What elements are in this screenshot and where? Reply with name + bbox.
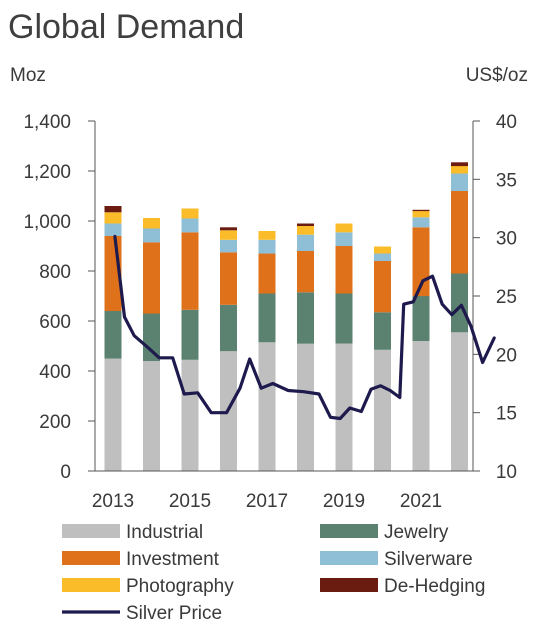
legend-label-photography: Photography — [126, 576, 234, 597]
left-tick-label: 1,400 — [23, 112, 71, 133]
bar-investment-2019 — [335, 246, 353, 294]
bar-industrial-2022 — [451, 332, 468, 472]
legend: Industrial Jewelry Investment Silverware Pho… — [62, 522, 485, 624]
bar-de-hedging-2018 — [297, 223, 314, 226]
legend-label-industrial: Industrial — [126, 522, 203, 543]
legend-label-silver-price: Silver Price — [126, 603, 222, 624]
bar-photography-2022 — [451, 166, 468, 174]
right-tick-label: 40 — [496, 112, 517, 133]
bar-photography-2018 — [297, 226, 314, 235]
right-axis-unit: US$/oz — [466, 65, 528, 86]
bar-silverware-2014 — [143, 228, 160, 243]
bar-jewelry-2014 — [143, 313, 160, 361]
bar-de-hedging-2016 — [220, 227, 237, 231]
bar-industrial-2017 — [258, 342, 276, 472]
bar-silverware-2013 — [104, 223, 122, 236]
right-tick-label: 20 — [496, 345, 517, 366]
x-tick-label: 2019 — [323, 491, 365, 512]
x-axis: 2013 2015 2017 2019 2021 — [92, 470, 473, 512]
bar-photography-2014 — [143, 218, 160, 229]
bar-industrial-2020 — [374, 349, 391, 472]
bar-industrial-2019 — [335, 343, 353, 471]
left-tick-label: 400 — [39, 362, 71, 383]
bar-industrial-2013 — [104, 358, 122, 471]
bar-silverware-2018 — [297, 234, 314, 251]
left-tick-label: 800 — [39, 262, 71, 283]
bar-silverware-2015 — [181, 218, 199, 233]
bar-photography-2017 — [258, 231, 276, 240]
bar-industrial-2014 — [143, 361, 160, 471]
bar-investment-2022 — [451, 191, 468, 274]
bar-silverware-2016 — [220, 239, 237, 253]
right-tick-label: 30 — [496, 229, 517, 250]
left-axis-unit: Moz — [10, 65, 46, 86]
bar-investment-2020 — [374, 261, 391, 313]
bar-jewelry-2022 — [451, 273, 468, 333]
legend-label-silverware: Silverware — [384, 549, 473, 570]
bar-investment-2015 — [181, 232, 199, 310]
x-tick-label: 2017 — [246, 491, 288, 512]
bar-jewelry-2015 — [181, 309, 199, 360]
legend-swatch-industrial — [62, 524, 120, 538]
bar-jewelry-2020 — [374, 312, 391, 350]
bar-photography-2016 — [220, 230, 237, 240]
legend-label-de-hedging: De-Hedging — [384, 576, 485, 597]
bar-photography-2021 — [412, 211, 430, 218]
right-tick-label: 15 — [496, 404, 517, 425]
left-axis: 0 200 400 600 800 1,000 1,200 1,400 — [23, 112, 96, 483]
bar-photography-2015 — [181, 208, 199, 219]
bar-photography-2013 — [104, 212, 122, 224]
bar-investment-2016 — [220, 252, 237, 305]
bar-silverware-2019 — [335, 232, 353, 246]
bar-investment-2018 — [297, 251, 314, 293]
bar-silverware-2022 — [451, 173, 468, 191]
chart-title: Global Demand — [8, 8, 244, 46]
bar-photography-2020 — [374, 246, 391, 254]
legend-swatch-photography — [62, 578, 120, 592]
bar-jewelry-2017 — [258, 293, 276, 343]
bar-industrial-2015 — [181, 359, 199, 472]
legend-swatch-silverware — [320, 551, 378, 565]
bar-jewelry-2016 — [220, 304, 237, 352]
left-tick-label: 1,000 — [23, 212, 71, 233]
left-tick-label: 600 — [39, 312, 71, 333]
bar-investment-2014 — [143, 242, 160, 314]
right-tick-label: 25 — [496, 287, 517, 308]
bar-industrial-2018 — [297, 343, 314, 471]
legend-label-jewelry: Jewelry — [384, 522, 449, 543]
silver-price-line — [113, 234, 496, 421]
right-tick-label: 10 — [496, 462, 517, 483]
bar-silverware-2017 — [258, 239, 276, 254]
bar-industrial-2021 — [412, 341, 430, 471]
legend-swatch-de-hedging — [320, 578, 378, 592]
bar-silverware-2021 — [412, 217, 430, 228]
bar-investment-2017 — [258, 253, 276, 294]
bar-jewelry-2021 — [412, 296, 430, 341]
bar-photography-2019 — [335, 223, 353, 233]
stacked-bars — [104, 162, 468, 472]
left-tick-label: 0 — [60, 462, 71, 483]
x-tick-label: 2015 — [169, 491, 211, 512]
bar-jewelry-2018 — [297, 292, 314, 344]
bar-silverware-2020 — [374, 253, 391, 261]
left-tick-label: 1,200 — [23, 162, 71, 183]
legend-swatch-investment — [62, 551, 120, 565]
legend-swatch-jewelry — [320, 524, 378, 538]
right-axis: 10 15 20 25 30 35 40 — [472, 112, 517, 483]
bar-jewelry-2013 — [104, 311, 122, 359]
legend-label-investment: Investment — [126, 549, 220, 570]
x-tick-label: 2021 — [400, 491, 442, 512]
bar-de-hedging-2022 — [451, 162, 468, 167]
bar-de-hedging-2013 — [104, 206, 122, 213]
bar-de-hedging-2021 — [412, 209, 430, 212]
silver-price-line-group — [113, 234, 496, 421]
left-tick-label: 200 — [39, 412, 71, 433]
bar-jewelry-2019 — [335, 293, 353, 344]
right-tick-label: 35 — [496, 170, 517, 191]
x-tick-label: 2013 — [92, 491, 134, 512]
